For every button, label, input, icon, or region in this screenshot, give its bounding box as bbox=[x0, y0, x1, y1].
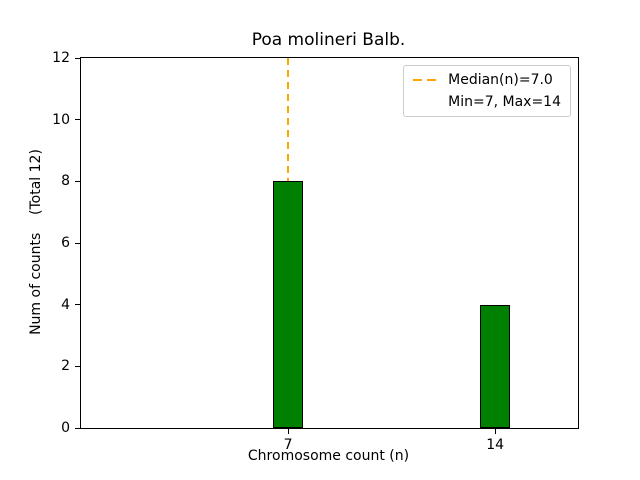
y-tick-label: 10 bbox=[52, 111, 70, 128]
x-tick-mark bbox=[287, 429, 289, 434]
y-axis-label: Num of counts (Total 12) bbox=[28, 149, 44, 335]
legend-label: Min=7, Max=14 bbox=[448, 94, 561, 110]
y-tick-label: 0 bbox=[61, 420, 70, 436]
legend-entry-median: Median(n)=7.0 bbox=[413, 72, 561, 88]
chart-title: Poa molineri Balb. bbox=[251, 30, 406, 50]
y-tick-label: 8 bbox=[61, 173, 70, 190]
y-tick-label: 2 bbox=[61, 358, 70, 375]
legend-entry-minmax: Min=7, Max=14 bbox=[413, 94, 561, 110]
x-tick-label: 7 bbox=[283, 437, 293, 453]
y-tick-mark bbox=[75, 304, 80, 306]
y-tick-mark bbox=[75, 57, 80, 59]
y-tick-label: 4 bbox=[61, 296, 70, 313]
y-tick-mark bbox=[75, 365, 80, 367]
y-tick-mark bbox=[75, 119, 80, 121]
y-tick-label: 12 bbox=[52, 50, 70, 66]
plot-area: Median(n)=7.0 Min=7, Max=14 0 2 4 6 8 10 12 7 14 bbox=[52, 50, 579, 453]
y-tick-mark bbox=[75, 427, 80, 429]
bar bbox=[480, 304, 510, 428]
legend-label: Median(n)=7.0 bbox=[448, 72, 553, 88]
legend: Median(n)=7.0 Min=7, Max=14 bbox=[403, 65, 571, 117]
y-tick-mark bbox=[75, 180, 80, 182]
x-tick-mark bbox=[494, 429, 496, 434]
y-tick-mark bbox=[75, 242, 80, 244]
legend-spacer bbox=[413, 101, 440, 103]
y-tick-label: 6 bbox=[61, 235, 70, 251]
x-axis-label: Chromosome count (n) bbox=[247, 448, 410, 464]
dashed-line-icon bbox=[413, 79, 441, 81]
bar bbox=[273, 181, 303, 428]
x-tick-label: 14 bbox=[486, 437, 505, 453]
